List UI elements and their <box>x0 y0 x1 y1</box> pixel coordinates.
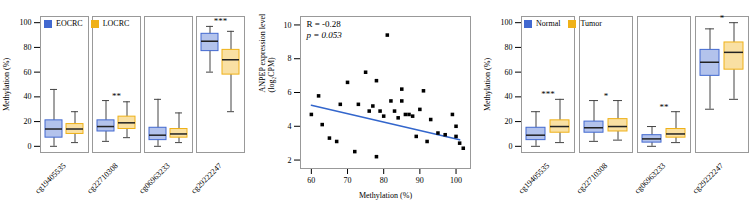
svg-text:100: 100 <box>450 176 462 185</box>
svg-text:8: 8 <box>288 54 292 63</box>
svg-text:cg19405535: cg19405535 <box>517 161 551 195</box>
svg-text:20: 20 <box>505 117 513 126</box>
svg-text:80: 80 <box>380 176 388 185</box>
svg-text:90: 90 <box>416 176 424 185</box>
svg-text:100: 100 <box>20 18 32 27</box>
html-text:LOCRC: LOCRC <box>102 19 130 28</box>
svg-text:4: 4 <box>288 122 292 131</box>
svg-text:cg29222247: cg29222247 <box>691 161 725 195</box>
svg-text:Methylation (%): Methylation (%) <box>359 191 412 200</box>
svg-text:Methylation (%): Methylation (%) <box>2 58 11 111</box>
svg-text:**: ** <box>660 102 670 112</box>
svg-text:6: 6 <box>288 88 292 97</box>
svg-text:cg29222247: cg29222247 <box>189 161 223 195</box>
svg-text:80: 80 <box>24 43 32 52</box>
svg-text:ANPEP expression level(log₂CPM: ANPEP expression level(log₂CPM) <box>258 13 276 93</box>
svg-text:cg06963233: cg06963233 <box>137 161 171 195</box>
svg-text:*: * <box>604 91 609 101</box>
svg-text:40: 40 <box>24 92 32 101</box>
svg-text:Methylation (%): Methylation (%) <box>483 58 492 111</box>
svg-text:20: 20 <box>24 117 32 126</box>
svg-text:***: *** <box>541 89 555 99</box>
svg-text:80: 80 <box>505 43 513 52</box>
svg-text:60: 60 <box>24 68 32 77</box>
svg-text:cg06963233: cg06963233 <box>633 161 667 195</box>
svg-text:10: 10 <box>284 21 292 30</box>
svg-text:60: 60 <box>307 176 315 185</box>
svg-text:cg19405535: cg19405535 <box>33 161 67 195</box>
svg-text:R = -0.28: R = -0.28 <box>307 19 342 29</box>
svg-text:60: 60 <box>505 68 513 77</box>
html-text:EOCRC: EOCRC <box>56 19 83 28</box>
svg-text:***: *** <box>214 16 228 26</box>
svg-text:p = 0.053: p = 0.053 <box>306 30 343 40</box>
svg-text:**: ** <box>112 91 122 101</box>
svg-text:2: 2 <box>288 156 292 165</box>
svg-text:cg22710308: cg22710308 <box>85 161 119 195</box>
html-text:Tumor: Tumor <box>580 19 602 28</box>
html-text:Normal: Normal <box>536 19 561 28</box>
svg-text:70: 70 <box>344 176 352 185</box>
svg-text:0: 0 <box>509 142 513 151</box>
svg-text:cg22710308: cg22710308 <box>575 161 609 195</box>
svg-text:100: 100 <box>501 18 513 27</box>
svg-text:0: 0 <box>28 142 32 151</box>
svg-text:*: * <box>720 13 725 23</box>
svg-text:40: 40 <box>505 92 513 101</box>
